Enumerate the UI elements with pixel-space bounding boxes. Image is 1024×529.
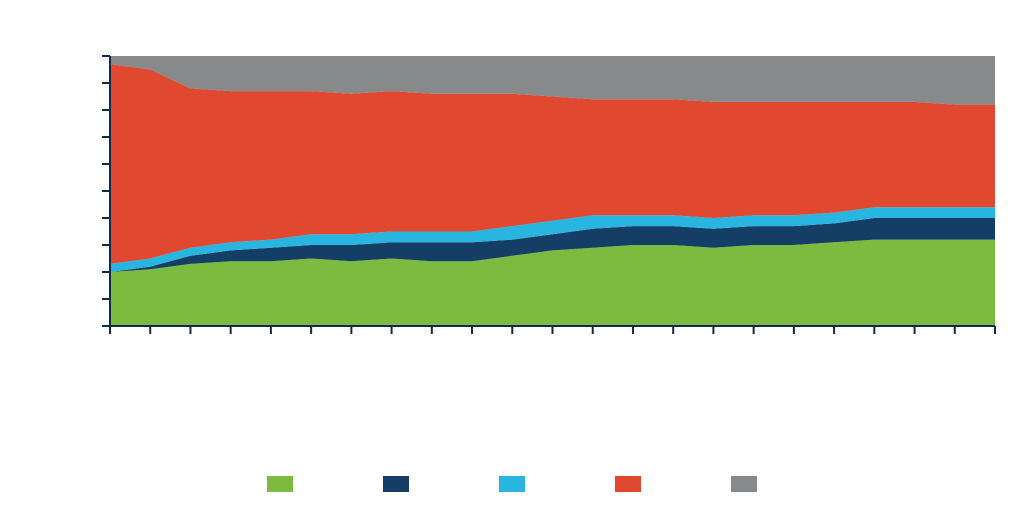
legend-swatch-s2 xyxy=(383,476,409,492)
legend-item-s1 xyxy=(267,476,293,492)
legend-swatch-s5 xyxy=(731,476,757,492)
chart-legend xyxy=(0,476,1024,492)
legend-item-s5 xyxy=(731,476,757,492)
legend-item-s3 xyxy=(499,476,525,492)
legend-item-s4 xyxy=(615,476,641,492)
chart-canvas xyxy=(0,0,1024,529)
legend-swatch-s4 xyxy=(615,476,641,492)
stacked-area-chart xyxy=(0,0,1024,529)
legend-swatch-s3 xyxy=(499,476,525,492)
legend-item-s2 xyxy=(383,476,409,492)
legend-swatch-s1 xyxy=(267,476,293,492)
